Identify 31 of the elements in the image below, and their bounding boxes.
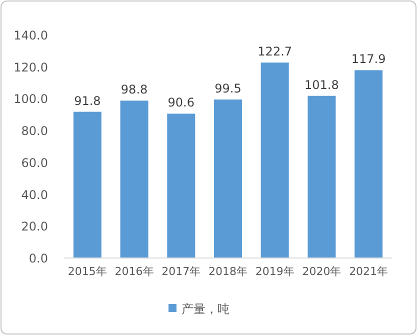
x-tick-label: 2018年 [208,265,248,278]
data-label: 98.8 [120,82,148,97]
bar [214,100,242,258]
bar [167,114,196,258]
x-tick-label: 2021年 [349,265,388,278]
y-tick-label: 60.0 [21,156,48,170]
y-tick-label: 0.0 [28,252,48,266]
legend: 产量，吨 [168,302,230,316]
y-tick-label: 80.0 [21,124,48,138]
y-tick-label: 40.0 [21,188,48,202]
legend-label: 产量，吨 [182,302,230,316]
y-tick-label: 100.0 [14,92,48,106]
x-tick-label: 2017年 [162,265,201,278]
bar [260,62,289,258]
y-tick-label: 140.0 [14,28,48,42]
bar [354,70,383,258]
bar [73,112,102,258]
bar [120,100,148,258]
data-label: 99.5 [214,82,242,96]
data-label: 91.8 [74,94,101,108]
x-tick-label: 2020年 [302,265,342,278]
data-label: 117.9 [351,52,386,66]
x-tick-label: 2016年 [114,265,154,278]
data-label: 90.6 [168,96,194,110]
y-tick-label: 120.0 [14,60,48,74]
data-label: 101.8 [304,78,339,92]
x-tick-label: 2015年 [68,265,107,278]
data-label: 122.7 [258,44,292,59]
y-tick-label: 20.0 [21,220,48,234]
x-tick-label: 2019年 [255,265,294,278]
bar [308,96,336,258]
